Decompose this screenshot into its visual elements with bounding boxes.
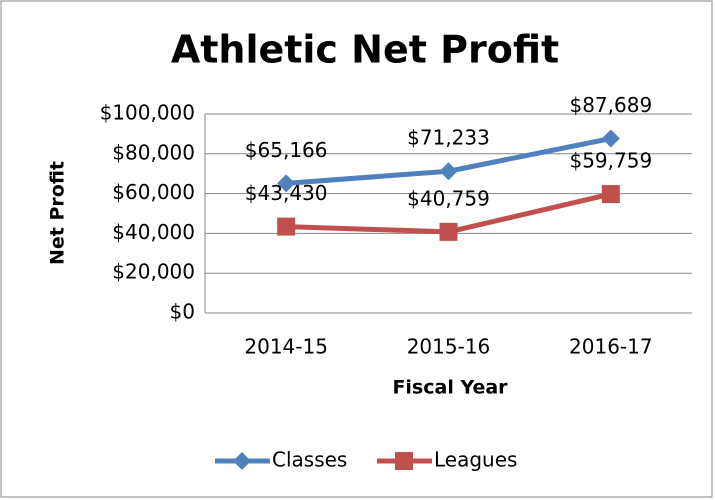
data-label: $87,689 <box>569 93 652 117</box>
legend-marker <box>395 452 413 470</box>
y-tick-label: $60,000 <box>112 180 195 204</box>
legend-label: Leagues <box>434 448 517 472</box>
x-axis-label: Fiscal Year <box>392 377 508 399</box>
y-tick-label: $80,000 <box>112 140 195 164</box>
legend-marker <box>233 452 251 470</box>
y-tick-label: $20,000 <box>112 260 195 284</box>
legend-label: Classes <box>272 448 347 472</box>
y-tick-label: $100,000 <box>100 101 195 125</box>
data-point <box>439 162 458 181</box>
y-axis-label: Net Profit <box>47 161 69 265</box>
chart-title: Athletic Net Profit <box>171 28 559 72</box>
data-label: $59,759 <box>569 149 652 173</box>
data-label: $43,430 <box>245 181 328 205</box>
data-point <box>601 185 620 204</box>
data-point <box>601 129 620 148</box>
data-label: $71,233 <box>407 126 490 150</box>
data-point <box>277 174 296 193</box>
y-tick-label: $40,000 <box>112 220 195 244</box>
data-label: $65,166 <box>245 138 328 162</box>
data-point <box>439 222 458 241</box>
data-point <box>277 217 296 236</box>
x-tick-label: 2014-15 <box>244 335 328 359</box>
x-tick-label: 2015-16 <box>407 335 491 359</box>
y-tick-label: $0 <box>170 300 195 324</box>
data-label: $40,759 <box>407 186 490 210</box>
x-tick-label: 2016-17 <box>569 335 653 359</box>
